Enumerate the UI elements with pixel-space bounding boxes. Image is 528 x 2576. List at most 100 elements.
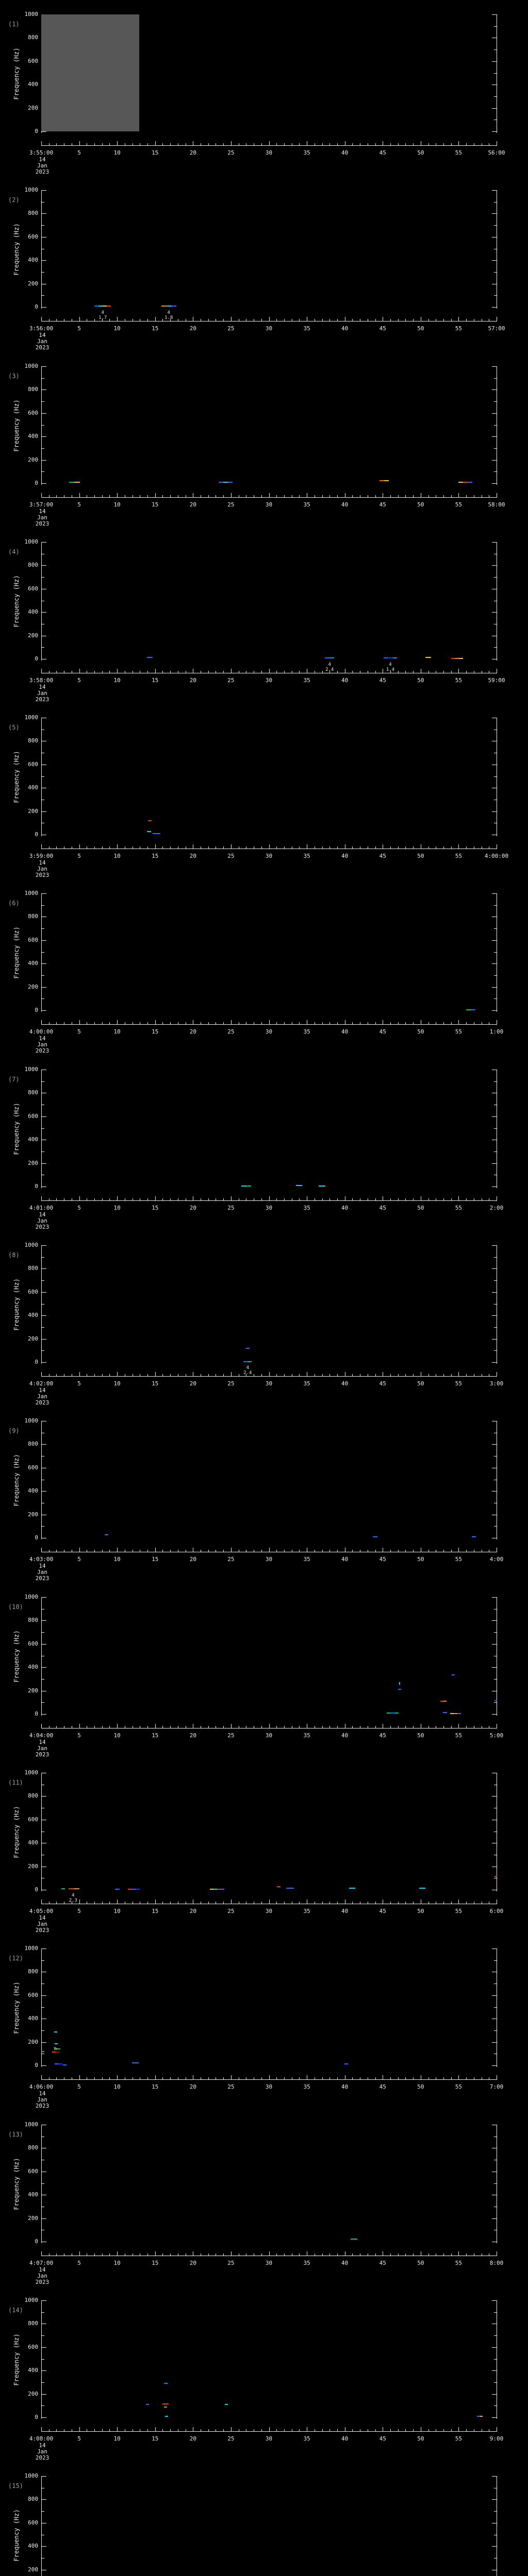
x-axis-tick bbox=[170, 1198, 171, 1200]
x-tick-label: 55 bbox=[455, 1556, 463, 1563]
x-axis-tick bbox=[223, 1726, 224, 1728]
x-axis-end-label: 9:00 bbox=[489, 2435, 504, 2442]
x-tick-label: 15 bbox=[152, 2260, 159, 2266]
x-axis-tick bbox=[284, 846, 285, 849]
y-axis-title: Frequency (Hz) bbox=[13, 750, 20, 803]
date-label: 14 bbox=[39, 508, 46, 515]
x-tick-label: 5 bbox=[77, 1556, 81, 1563]
x-axis-tick bbox=[284, 1726, 285, 1728]
x-axis-tick bbox=[451, 2253, 452, 2256]
x-tick-label: 20 bbox=[189, 1732, 196, 1739]
x-axis-tick bbox=[147, 1902, 148, 1904]
x-axis-tick bbox=[102, 143, 103, 145]
x-axis-start-label: 3:55:00 bbox=[29, 149, 54, 156]
x-axis-tick bbox=[322, 1550, 323, 1552]
x-axis-tick bbox=[102, 319, 103, 321]
x-axis-tick bbox=[223, 2253, 224, 2256]
date-label: 14 bbox=[39, 1387, 46, 1394]
x-axis-tick bbox=[458, 141, 459, 145]
x-tick-label: 10 bbox=[113, 325, 121, 332]
y-axis-right-tick bbox=[492, 389, 497, 391]
y-tick-label: 800 bbox=[28, 386, 38, 393]
x-axis-tick bbox=[451, 319, 452, 321]
date-label: Jan bbox=[37, 2273, 47, 2279]
x-axis-tick bbox=[155, 317, 156, 321]
y-axis-title: Frequency (Hz) bbox=[13, 1278, 20, 1331]
x-axis-tick bbox=[155, 2075, 156, 2079]
x-tick-label: 50 bbox=[417, 2260, 424, 2266]
x-axis-tick bbox=[466, 1726, 467, 1728]
x-axis-tick bbox=[162, 1374, 163, 1376]
y-axis-tick bbox=[42, 2065, 46, 2066]
y-axis-tick bbox=[42, 436, 46, 437]
y-axis-right-tick bbox=[492, 2546, 497, 2547]
x-axis-tick bbox=[390, 143, 391, 145]
y-axis-line bbox=[41, 366, 42, 485]
x-axis-tick bbox=[269, 493, 270, 497]
x-axis-tick bbox=[466, 846, 467, 849]
x-axis-tick bbox=[390, 2253, 391, 2256]
x-axis-tick bbox=[451, 1550, 452, 1552]
x-axis-tick bbox=[413, 1550, 414, 1552]
y-axis-tick bbox=[42, 1491, 46, 1492]
x-tick-label: 20 bbox=[189, 1205, 196, 1211]
event-marker bbox=[241, 1185, 251, 1187]
x-axis-tick bbox=[94, 2429, 95, 2431]
x-axis-tick bbox=[398, 2253, 399, 2256]
y-axis-right-tick bbox=[492, 260, 497, 261]
x-tick-label: 25 bbox=[227, 2260, 235, 2266]
x-tick-label: 45 bbox=[379, 501, 386, 508]
x-axis-tick bbox=[230, 141, 232, 145]
y-tick-label: 0 bbox=[35, 2238, 38, 2245]
y-axis-tick bbox=[42, 401, 44, 402]
spectrogram-panel: (15)Frequency (Hz)020040060080010004:09:… bbox=[0, 2462, 528, 2576]
x-tick-label: 55 bbox=[455, 2260, 463, 2266]
y-axis-right-tick bbox=[494, 1327, 497, 1328]
x-axis-tick bbox=[329, 495, 331, 497]
event-marker bbox=[163, 2383, 168, 2384]
event-marker bbox=[104, 1534, 109, 1536]
y-axis-right-tick bbox=[494, 1151, 497, 1152]
x-axis-tick bbox=[375, 2429, 376, 2431]
y-axis-right-tick bbox=[494, 1679, 497, 1680]
y-axis-right-tick bbox=[494, 1128, 497, 1129]
x-axis-tick bbox=[443, 143, 444, 145]
y-axis-right-tick bbox=[492, 190, 497, 191]
x-axis-tick bbox=[48, 1550, 50, 1552]
x-axis-tick bbox=[223, 1550, 224, 1552]
x-tick-label: 40 bbox=[341, 2083, 349, 2090]
x-axis-tick bbox=[79, 2075, 80, 2079]
x-tick-label: 25 bbox=[227, 149, 235, 156]
x-axis-tick bbox=[147, 671, 148, 673]
event-marker bbox=[350, 2239, 357, 2240]
y-axis-tick bbox=[42, 2030, 44, 2031]
event-marker bbox=[440, 1701, 447, 1702]
x-axis-tick bbox=[390, 671, 391, 673]
date-label: Jan bbox=[37, 1393, 47, 1400]
event-marker bbox=[164, 2406, 168, 2408]
x-axis-tick bbox=[208, 2429, 209, 2431]
y-tick-label: 400 bbox=[28, 2367, 38, 2374]
y-axis-right-tick bbox=[494, 2312, 497, 2313]
x-axis-end-label: 6:00 bbox=[489, 1908, 504, 1914]
x-axis-tick bbox=[230, 1020, 232, 1024]
y-axis-tick bbox=[42, 425, 44, 426]
y-axis-right-tick bbox=[494, 2359, 497, 2360]
y-tick-label: 600 bbox=[28, 1816, 38, 1823]
y-tick-label: 800 bbox=[28, 2320, 38, 2327]
y-axis-right-tick bbox=[494, 1081, 497, 1082]
x-axis-tick bbox=[94, 1726, 95, 1728]
x-axis-tick bbox=[94, 143, 95, 145]
x-axis-tick bbox=[102, 1550, 103, 1552]
y-axis-tick bbox=[42, 2218, 46, 2219]
y-axis-right-tick bbox=[492, 1245, 497, 1246]
y-axis-tick bbox=[42, 2476, 46, 2477]
y-axis-right-tick bbox=[494, 577, 497, 578]
x-axis-tick bbox=[56, 2077, 57, 2079]
y-axis-tick bbox=[42, 1643, 46, 1645]
x-tick-label: 10 bbox=[113, 853, 121, 859]
x-axis-tick bbox=[451, 1726, 452, 1728]
x-axis-tick bbox=[208, 495, 209, 497]
x-axis-tick bbox=[170, 1726, 171, 1728]
x-axis-tick bbox=[443, 846, 444, 849]
